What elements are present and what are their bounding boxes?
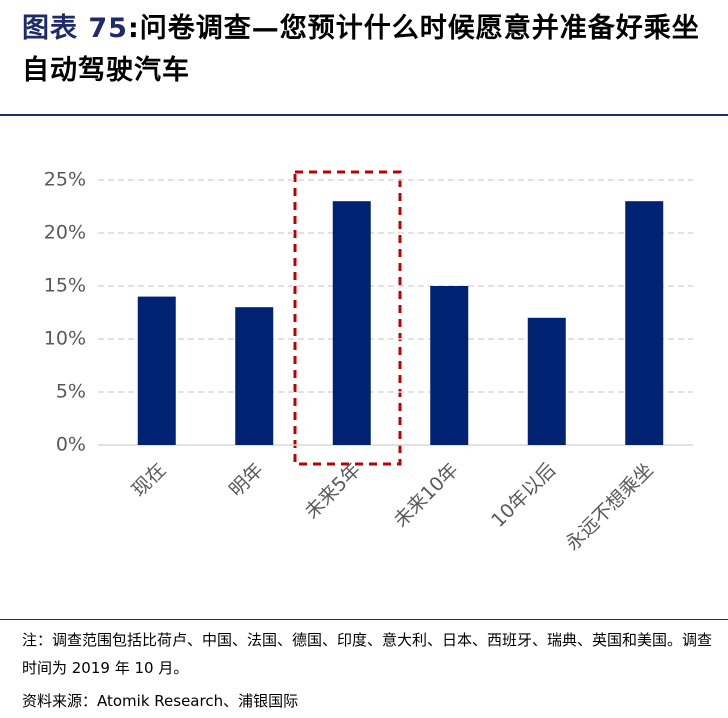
bar — [625, 201, 664, 445]
x-tick-label: 10年以后 — [487, 459, 560, 532]
header-rule — [0, 114, 728, 116]
title-block: 图表 75:问卷调查—您预计什么时候愿意并准备好乘坐自动驾驶汽车 — [22, 8, 712, 92]
bar — [430, 286, 469, 445]
x-tick-label: 永远不想乘坐 — [561, 459, 657, 555]
footer-rule — [0, 619, 728, 620]
bar — [235, 307, 274, 445]
bar — [527, 317, 566, 445]
x-tick-label: 未来5年 — [301, 459, 365, 523]
x-tick-label: 明年 — [225, 459, 267, 501]
y-tick-label: 10% — [44, 328, 86, 350]
chart-title: :问卷调查—您预计什么时候愿意并准备好乘坐自动驾驶汽车 — [22, 13, 700, 86]
bar — [332, 201, 371, 445]
x-tick-label: 现在 — [128, 459, 170, 501]
highlight-box — [293, 170, 402, 466]
y-tick-label: 20% — [44, 222, 86, 244]
note: 注：调查范围包括比荷卢、中国、法国、德国、印度、意大利、日本、西班牙、瑞典、英国… — [22, 631, 713, 677]
figure-label: 图表 75 — [22, 13, 128, 44]
y-tick-label: 0% — [56, 434, 86, 456]
y-tick-label: 5% — [56, 381, 86, 403]
x-tick-label: 未来10年 — [390, 459, 463, 532]
bar — [137, 296, 176, 445]
y-tick-label: 15% — [44, 275, 86, 297]
source: 资料来源：Atomik Research、浦银国际 — [22, 692, 299, 710]
chart: 0% 5% 10% 15% 20% 25% 现在 明年 未来5年 未来10年 10年以后 永远不想乘坐 — [44, 169, 693, 555]
y-tick-label: 25% — [44, 169, 86, 191]
